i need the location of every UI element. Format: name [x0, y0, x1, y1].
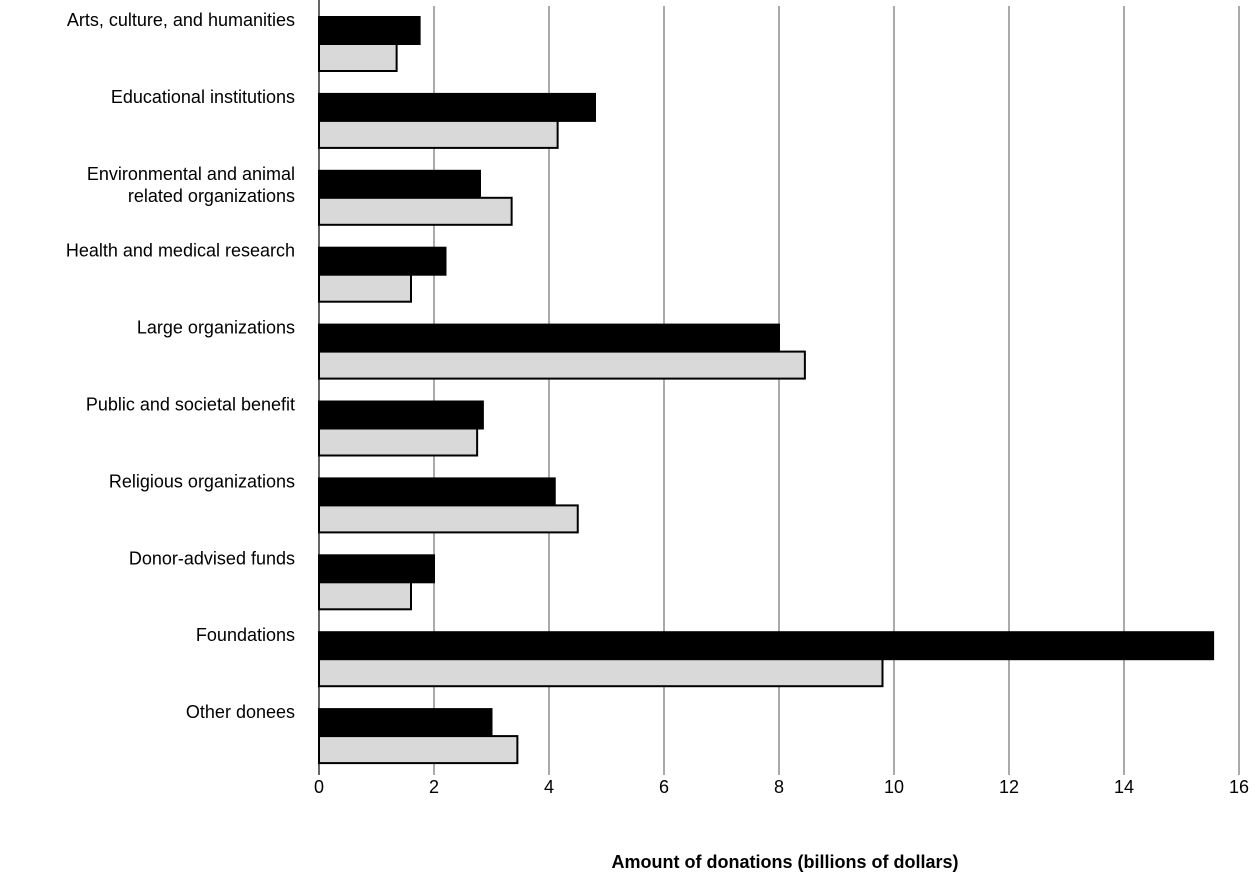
bar-series2-5	[318, 427, 479, 457]
bar-series1-7	[318, 554, 435, 584]
category-label-8: Foundations	[196, 625, 295, 645]
category-labels: Arts, culture, and humanities Educational…	[66, 10, 295, 722]
bar-series1-0	[318, 16, 421, 45]
bar-series2-1	[318, 119, 559, 149]
x-tick-label-14: 14	[1114, 777, 1134, 797]
bar-series2-8	[318, 658, 884, 688]
category-label-9: Other donees	[186, 702, 295, 722]
bar-series1-6	[318, 477, 556, 507]
bar-series1-3	[318, 246, 447, 276]
bar-series1-1	[318, 92, 596, 122]
category-label-0: Arts, culture, and humanities	[67, 10, 295, 30]
bar-series2-7	[318, 581, 412, 611]
category-label-7: Donor-advised funds	[129, 548, 295, 568]
bar-series2-0	[318, 43, 398, 72]
x-tick-label-4: 4	[544, 777, 554, 797]
x-tick-label-2: 2	[429, 777, 439, 797]
bar-series1-8	[318, 631, 1215, 661]
bars	[318, 16, 1215, 765]
category-label-6: Religious organizations	[109, 471, 295, 491]
bar-series2-2	[318, 196, 513, 226]
bar-series2-9	[318, 735, 519, 765]
bar-series1-2	[318, 169, 481, 199]
x-tick-label-0: 0	[314, 777, 324, 797]
category-label-2: Environmental and animal related organiza…	[87, 164, 295, 206]
bar-series1-9	[318, 708, 493, 738]
bar-series2-3	[318, 273, 412, 303]
x-axis-title: Amount of donations (billions of dollars…	[612, 852, 959, 872]
category-label-5: Public and societal benefit	[86, 395, 295, 415]
bar-series1-4	[318, 323, 780, 353]
x-tick-label-6: 6	[659, 777, 669, 797]
category-label-3: Health and medical research	[66, 241, 295, 261]
x-tick-label-16: 16	[1229, 777, 1249, 797]
bar-series2-6	[318, 504, 579, 534]
x-tick-labels: 0 2 4 6 8 10 12 14 16	[314, 777, 1249, 797]
x-tick-label-8: 8	[774, 777, 784, 797]
category-label-4: Large organizations	[137, 318, 295, 338]
x-tick-label-12: 12	[999, 777, 1019, 797]
bar-series2-4	[318, 350, 806, 380]
x-tick-label-10: 10	[884, 777, 904, 797]
category-label-1: Educational institutions	[111, 87, 295, 107]
bar-series1-5	[318, 400, 484, 430]
